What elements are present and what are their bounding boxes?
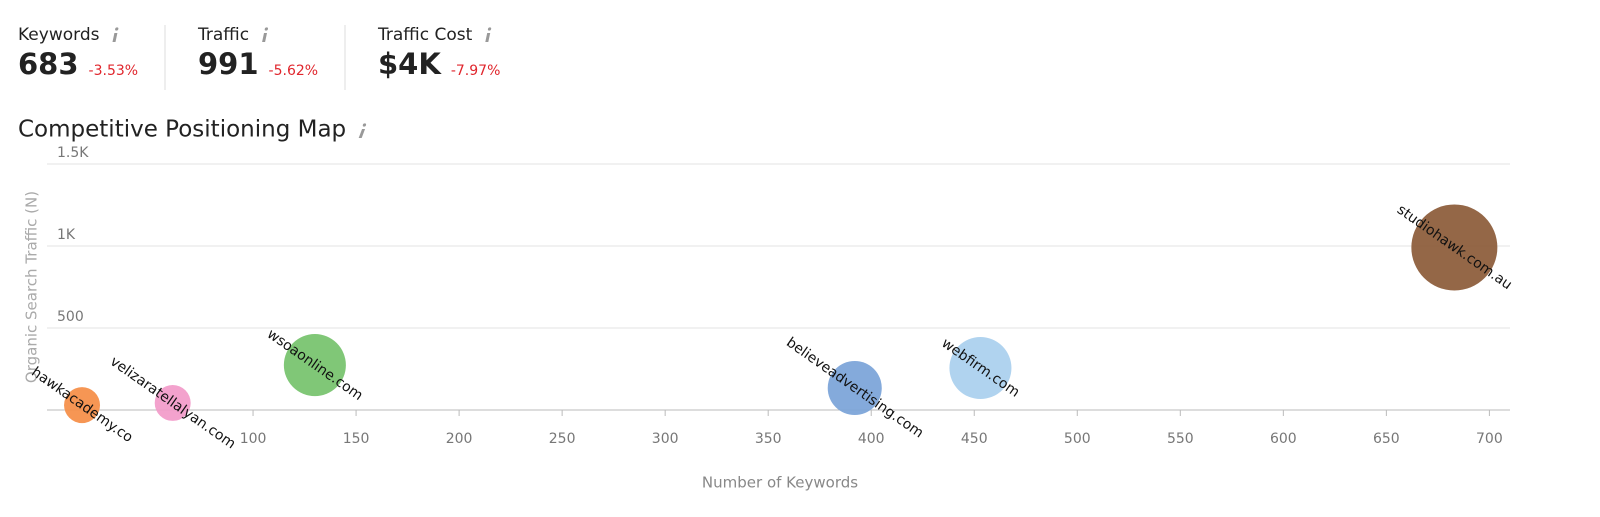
x-tick-label: 450 <box>961 431 988 447</box>
icon-dot <box>264 27 268 31</box>
metric-value: 991 <box>198 47 259 81</box>
bubble[interactable] <box>949 337 1012 400</box>
y-tick-label: 1.5K <box>57 145 89 161</box>
icon-stem <box>262 33 268 42</box>
info-icon[interactable] <box>112 27 119 42</box>
info-icon[interactable] <box>262 27 268 42</box>
metric-value: $4K <box>378 47 442 81</box>
x-tick-label: 200 <box>446 431 473 447</box>
x-tick-label: 700 <box>1476 431 1503 447</box>
bubble[interactable] <box>283 334 346 397</box>
metric-value: 683 <box>18 47 79 81</box>
icon-dot <box>115 27 119 31</box>
info-icon[interactable] <box>358 123 367 138</box>
icon-stem <box>112 33 118 42</box>
x-axis-label: Number of Keywords <box>702 474 858 492</box>
x-tick-label: 100 <box>240 431 267 447</box>
y-axis-label: Organic Search Traffic (N) <box>23 191 41 383</box>
icon-dot <box>487 27 492 31</box>
x-tick-label: 500 <box>1064 431 1091 447</box>
x-tick-label: 300 <box>652 431 679 447</box>
y-tick-label: 500 <box>57 309 84 325</box>
bubble[interactable] <box>827 360 882 416</box>
info-icon[interactable] <box>485 27 492 42</box>
metric-label: Traffic Cost <box>377 25 473 45</box>
x-tick-label: 350 <box>755 431 782 447</box>
bubble-label: hawkacademy.co <box>28 364 135 446</box>
metric-change: -3.53% <box>89 63 139 79</box>
bubble[interactable] <box>64 387 101 424</box>
x-tick-label: 400 <box>858 431 885 447</box>
x-tick-label: 650 <box>1373 431 1400 447</box>
y-tick-label: 1K <box>57 227 76 243</box>
chart-title: Competitive Positioning Map <box>18 117 346 143</box>
metric-change: -5.62% <box>269 63 319 79</box>
bubble[interactable] <box>1411 204 1498 291</box>
metric-label: Keywords <box>18 25 100 45</box>
x-tick-label: 600 <box>1270 431 1297 447</box>
x-tick-label: 150 <box>343 431 370 447</box>
x-tick-label: 250 <box>549 431 576 447</box>
bubble[interactable] <box>154 384 191 421</box>
metric-change: -7.97% <box>451 63 501 79</box>
bubble-label: believeadvertising.com <box>783 335 926 442</box>
separators <box>164 25 346 90</box>
x-tick-label: 550 <box>1167 431 1194 447</box>
metric-label: Traffic <box>197 25 249 45</box>
icon-stem <box>485 33 491 42</box>
